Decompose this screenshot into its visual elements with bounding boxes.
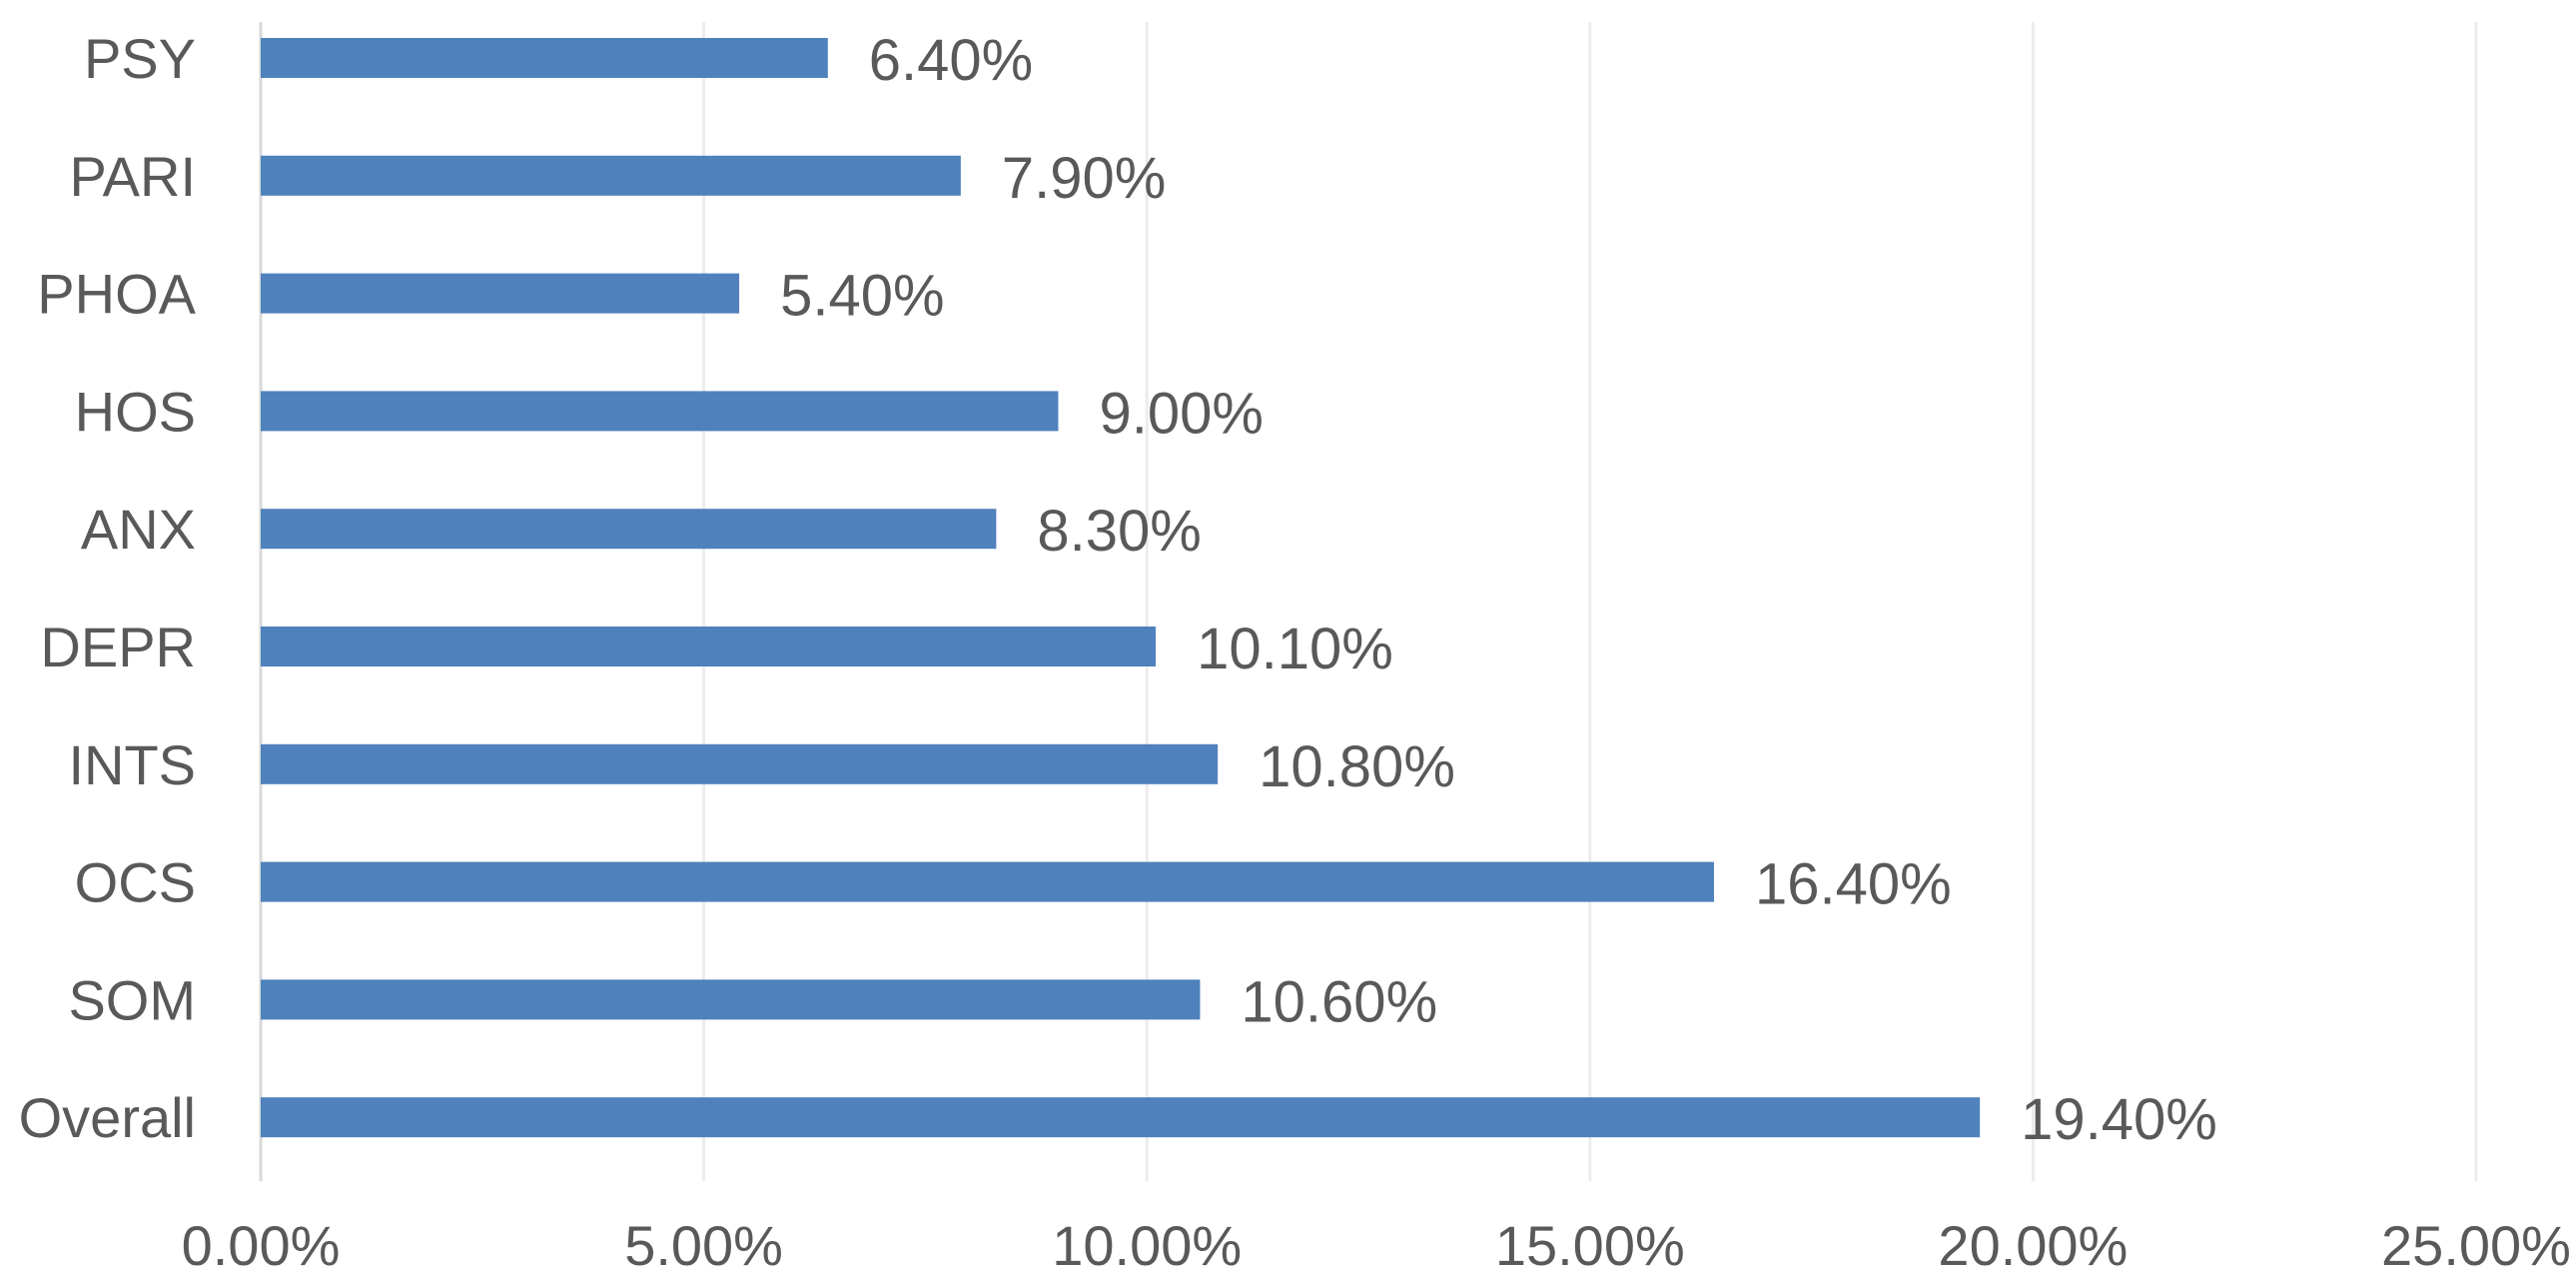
x-tick-label: 5.00% [624,1214,783,1277]
bar-depr [261,627,1157,666]
bar-ints [261,743,1219,784]
bar-som [261,979,1201,1020]
data-label: 10.80% [1259,734,1455,799]
x-tick-label: 0.00% [182,1214,341,1277]
bar-overall [261,1097,1981,1138]
data-label: 5.40% [780,264,944,329]
bar-hos [261,391,1059,432]
x-tick-label: 20.00% [1938,1214,2128,1277]
category-label: PARI [69,145,196,208]
bar-psy [261,38,828,78]
category-label: ANX [81,498,196,561]
category-label: HOS [75,380,196,443]
x-tick-label: 15.00% [1495,1214,1685,1277]
data-label: 16.40% [1755,852,1952,917]
data-label: 9.00% [1099,381,1263,446]
category-label: DEPR [40,616,196,678]
category-labels: PSY PARI PHOA HOS ANX DEPR INTS OCS SOM Overall [19,27,197,1149]
data-label: 8.30% [1037,499,1201,564]
data-label: 10.60% [1241,969,1437,1034]
data-label: 19.40% [2021,1087,2217,1152]
category-label: OCS [75,851,196,914]
data-label: 6.40% [869,28,1033,93]
category-label: INTS [68,733,196,796]
category-label: PSY [84,27,196,90]
x-tick-label: 10.00% [1052,1214,1242,1277]
bar-ocs [261,861,1715,902]
bar-pari [261,155,961,196]
bars [261,38,1981,1138]
category-label: SOM [68,968,196,1031]
data-labels: 6.40% 7.90% 5.40% 9.00% 8.30% 10.10% 10.80% 16.… [780,28,2217,1152]
bar-phoa [261,273,740,314]
category-label: Overall [19,1086,196,1149]
x-tick-label: 25.00% [2381,1214,2571,1277]
bar-anx [261,509,997,550]
data-label: 10.10% [1197,617,1393,681]
data-label: 7.90% [1002,146,1166,211]
x-axis-tick-labels: 0.00% 5.00% 10.00% 15.00% 20.00% 25.00% [182,1214,2571,1277]
category-label: PHOA [37,263,196,326]
